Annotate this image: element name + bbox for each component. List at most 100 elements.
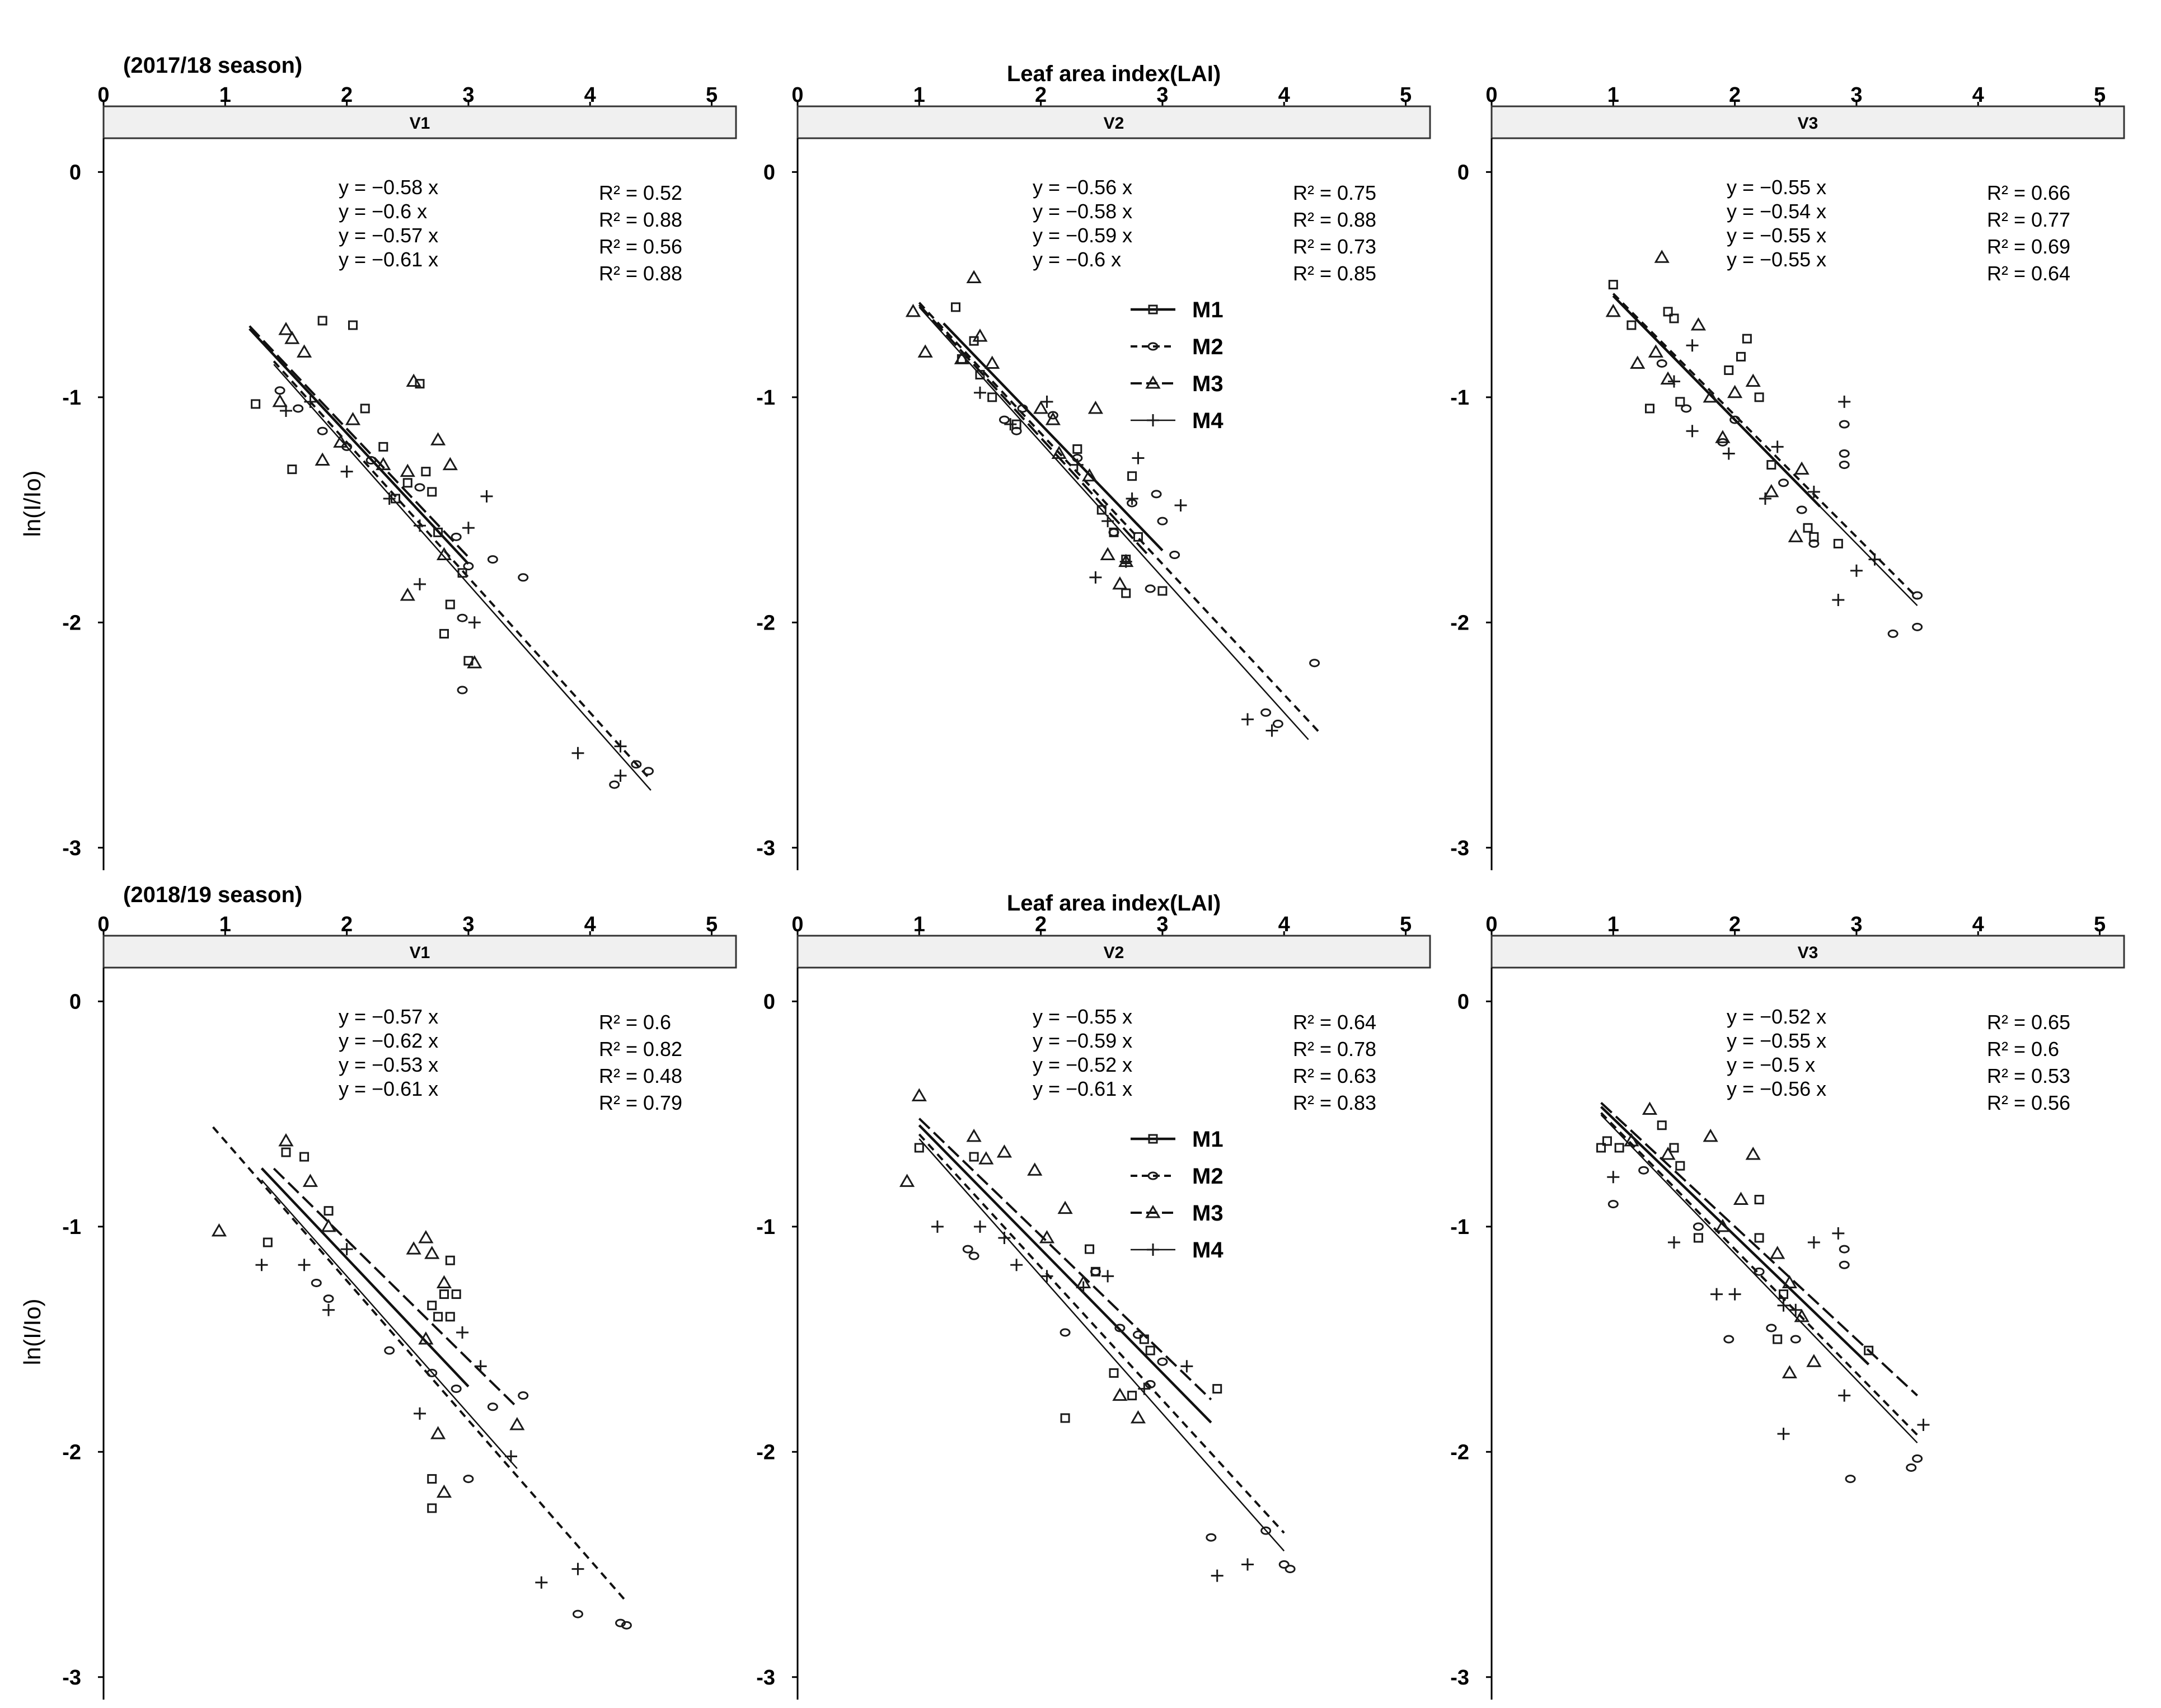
marker-square [1109,1368,1119,1378]
marker-triangle [1794,1308,1810,1322]
marker-circle [1790,1335,1801,1344]
figure-chrome: ln(I/Io) Leaf area index(LAI) ln(I/Io) Leaf… [19,62,1221,1366]
marker-square [1773,1334,1783,1344]
season-title: (2017/18 season) [123,53,302,78]
x-tick-label: 5 [706,913,718,936]
regression-equation: y = −0.61 x [339,248,438,271]
r-squared-label: R² = 0.66 [1987,181,2070,204]
y-tick-label: 0 [69,161,81,184]
regression-equation: y = −0.61 x [339,1077,438,1100]
regression-line-m1 [918,1124,1212,1424]
marker-plus [1710,1288,1723,1301]
legend-label-m3: M3 [1192,1201,1224,1226]
marker-plus [1777,1428,1790,1440]
x-tick-label: 2 [1035,913,1047,936]
series-m4 [931,1220,1254,1582]
marker-circle [962,1245,973,1254]
marker-plus [1917,1419,1930,1431]
marker-triangle [996,1144,1012,1158]
marker-plus [1777,1299,1790,1312]
r-squared-label: R² = 0.56 [1987,1091,2070,1114]
marker-plus [480,490,493,503]
y-tick-label: -2 [62,1440,81,1464]
marker-circle [631,760,642,769]
regression-equation: y = −0.53 x [339,1053,438,1076]
x-tick-label: 1 [913,83,925,107]
regression-line-m1 [943,322,1164,552]
marker-triangle [1745,373,1761,387]
marker-square [1157,586,1168,596]
r-squared-label: R² = 0.64 [1987,262,2070,285]
regression-line-m1 [249,327,470,565]
marker-square [360,403,370,414]
marker-plus [1101,1270,1114,1283]
marker-plus [973,386,986,399]
marker-plus [1759,492,1771,505]
legend-label-m4: M4 [1192,409,1224,433]
marker-square [1645,403,1654,414]
regression-equation: y = −0.59 x [1033,224,1132,247]
marker-triangle [1794,461,1810,475]
legend-label-m2: M2 [1192,335,1224,359]
x-axis-title: Leaf area index(LAI) [1007,62,1221,86]
marker-triangle [1027,1162,1043,1176]
marker-circle [1260,1526,1272,1535]
marker-circle [1151,490,1162,499]
marker-square [1127,1391,1137,1401]
regression-equation: y = −0.57 x [339,1005,438,1028]
marker-circle [573,1610,583,1618]
marker-plus [1789,1303,1802,1316]
marker-plus [340,465,353,478]
y-tick-label: -3 [62,837,81,860]
regression-equation: y = −0.55 x [1727,1029,1826,1052]
regression-equation: y = −0.58 x [1033,200,1132,223]
legend-label-m2: M2 [1192,1164,1224,1189]
marker-plus [474,1360,487,1373]
x-tick-label: 3 [1156,83,1168,107]
r-squared-label: R² = 0.88 [599,262,682,285]
marker-triangle [1764,484,1779,498]
marker-triangle [954,351,969,364]
marker-circle [365,456,377,465]
marker-circle [1147,342,1159,351]
marker-circle [1157,517,1168,525]
regression-line-m4 [1600,1114,1918,1444]
r-squared-label: R² = 0.78 [1293,1038,1376,1061]
marker-plus [414,519,426,532]
marker-square [402,478,412,488]
y-tick-label: -1 [756,386,775,410]
marker-square [427,1474,437,1484]
marker-circle [1147,1171,1159,1180]
marker-square [433,1312,443,1322]
regression-equation: y = −0.56 x [1033,176,1132,199]
series-m4 [255,1243,584,1589]
marker-square [1693,1233,1703,1243]
x-tick-label: 3 [1156,913,1168,936]
marker-triangle [467,655,482,669]
marker-square [457,568,467,578]
marker-triangle [1145,376,1161,389]
y-axis-title: ln(I/Io) [19,1298,45,1365]
marker-square [451,1289,461,1299]
marker-triangle [436,1275,452,1288]
y-tick-label: -2 [756,611,775,635]
marker-circle [1887,629,1899,638]
marker-circle [999,415,1010,424]
regression-line-m2 [1612,293,1918,599]
marker-circle [1017,404,1028,413]
marker-triangle [1051,445,1067,459]
series-m3 [272,322,482,669]
marker-plus [1667,1236,1680,1249]
marker-plus [462,522,475,534]
series-m3 [211,1133,525,1498]
marker-circle [968,1251,979,1260]
y-tick-label: -2 [756,1440,775,1464]
marker-triangle [400,588,415,601]
regression-line-m1 [1600,1106,1870,1366]
r-squared-label: R² = 0.69 [1987,235,2070,258]
marker-square [1060,1413,1070,1423]
marker-plus [1174,499,1187,512]
x-tick-label: 4 [584,83,596,107]
